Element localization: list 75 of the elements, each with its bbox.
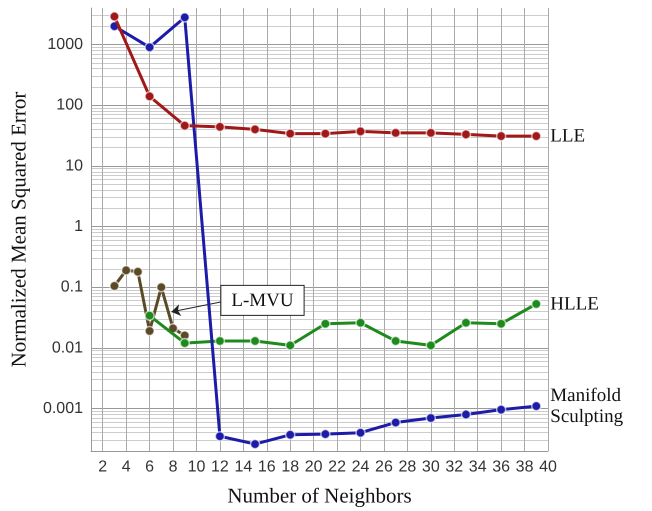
y-tick-label: 10 xyxy=(65,157,84,174)
x-tick-label: 14 xyxy=(234,458,252,476)
point xyxy=(496,404,506,415)
x-tick-label: 10 xyxy=(188,458,206,476)
point xyxy=(531,298,542,310)
point xyxy=(531,130,542,142)
point xyxy=(132,266,144,277)
point xyxy=(180,12,190,23)
series-label: LLE xyxy=(550,126,586,147)
x-tick-label: 12 xyxy=(211,458,229,476)
x-tick-label: 36 xyxy=(492,458,510,476)
point xyxy=(284,128,296,139)
point xyxy=(144,310,155,321)
point xyxy=(355,427,366,438)
point xyxy=(390,417,401,428)
series-label: HLLE xyxy=(550,293,599,314)
point xyxy=(214,122,226,132)
point xyxy=(320,128,331,139)
point xyxy=(250,336,260,346)
x-tick-label: 40 xyxy=(539,458,557,476)
point xyxy=(355,317,366,328)
x-tick-label: 6 xyxy=(145,458,154,476)
x-tick-label: 28 xyxy=(398,458,416,476)
x-tick-label: 34 xyxy=(468,458,487,476)
y-tick-label: 0.1 xyxy=(60,278,84,296)
point xyxy=(144,326,155,336)
x-tick-label: 38 xyxy=(516,458,534,476)
point xyxy=(426,340,436,351)
point xyxy=(109,11,120,22)
point xyxy=(460,317,472,328)
point xyxy=(390,336,401,346)
x-tick-label: 16 xyxy=(258,458,276,476)
point xyxy=(460,409,472,420)
point xyxy=(180,338,190,348)
point xyxy=(426,412,436,424)
x-tick-label: 20 xyxy=(304,458,323,476)
point xyxy=(214,336,226,346)
x-tick-label: 18 xyxy=(281,458,300,476)
point xyxy=(320,428,331,440)
point xyxy=(156,282,167,292)
y-tick-label: 0.01 xyxy=(52,339,84,356)
point xyxy=(284,340,296,351)
y-tick-label: 0.001 xyxy=(42,400,84,418)
point xyxy=(390,128,401,138)
point xyxy=(284,430,296,440)
x-tick-label: 22 xyxy=(328,458,346,476)
point xyxy=(531,400,542,412)
point xyxy=(496,130,506,142)
point xyxy=(120,265,132,276)
y-tick-label: 1000 xyxy=(47,36,84,54)
x-axis-title: Number of Neighbors xyxy=(227,484,412,508)
x-tick-label: 30 xyxy=(422,458,440,476)
x-tick-label: 4 xyxy=(122,458,131,476)
x-tick-label: 32 xyxy=(445,458,464,476)
x-tick-label: 2 xyxy=(98,458,108,476)
y-tick-label: 1 xyxy=(74,218,84,236)
point xyxy=(144,42,155,53)
series-label: Manifold Sculpting xyxy=(550,385,626,428)
x-tick-label: 24 xyxy=(352,458,370,476)
point xyxy=(320,318,331,330)
point xyxy=(214,431,226,442)
text: L-MVU xyxy=(231,290,294,311)
point xyxy=(180,120,190,131)
x-tick-label: 8 xyxy=(168,458,178,476)
point xyxy=(250,124,260,135)
point xyxy=(250,438,260,450)
point xyxy=(355,126,366,137)
y-axis-title: Normalized Mean Squared Error xyxy=(6,92,30,368)
point xyxy=(460,129,472,140)
point xyxy=(426,128,436,138)
x-tick-label: 26 xyxy=(375,458,393,476)
point xyxy=(144,91,155,102)
point xyxy=(109,280,120,292)
y-tick-label: 100 xyxy=(56,96,84,114)
point xyxy=(496,318,506,330)
